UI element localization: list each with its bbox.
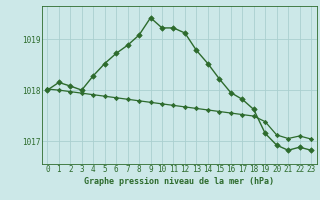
X-axis label: Graphe pression niveau de la mer (hPa): Graphe pression niveau de la mer (hPa) [84, 177, 274, 186]
